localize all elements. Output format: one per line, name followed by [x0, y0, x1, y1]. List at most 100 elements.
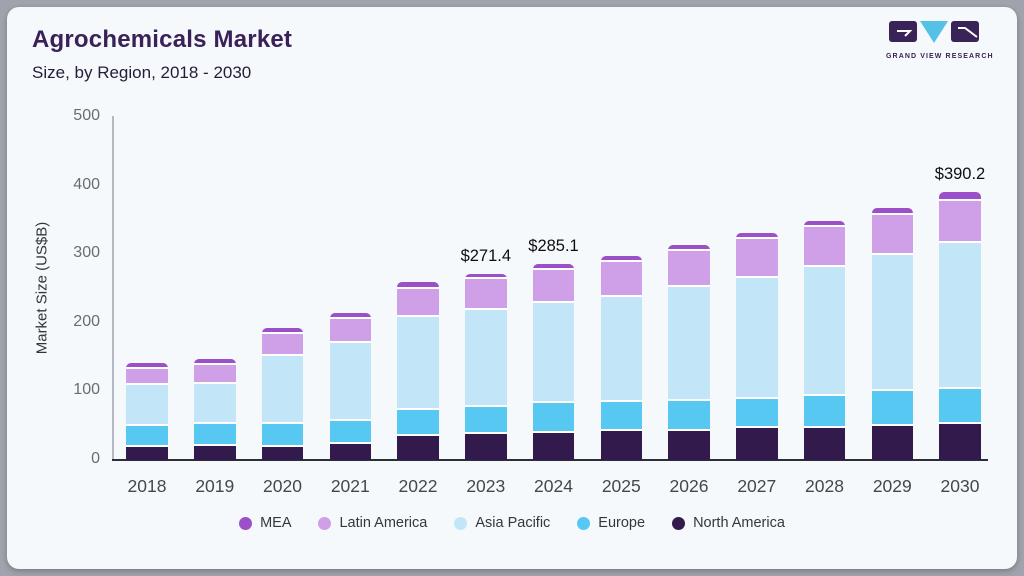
bar-2024 [532, 264, 575, 460]
bar-segment-north-america [939, 423, 981, 460]
bar-2027 [736, 232, 778, 460]
x-axis-line [112, 459, 988, 461]
bar-segment-latin-america [465, 279, 507, 310]
bar-segment-latin-america [668, 250, 710, 288]
legend-label-latin-america: Latin America [339, 515, 428, 531]
bar-segment-asia-pacific [600, 296, 642, 403]
x-tick-2027: 2027 [737, 476, 777, 496]
y-tick-500: 500 [73, 107, 100, 124]
x-tick-2024: 2024 [534, 476, 573, 496]
legend-swatch-europe [577, 516, 591, 530]
bar-segment-europe [194, 423, 236, 446]
gvr-logo: GRAND VIEW RESEARCH [886, 20, 994, 60]
x-tick-2022: 2022 [398, 476, 438, 496]
bar-segment-mea [465, 273, 507, 280]
bar-2019 [194, 359, 236, 460]
bar-2018 [126, 363, 168, 460]
y-axis-title: Market Size (US$B) [33, 221, 51, 355]
bar-2030 [939, 192, 981, 460]
bar-segment-north-america [126, 446, 168, 460]
x-tick-2023: 2023 [466, 476, 506, 496]
bar-segment-north-america [532, 433, 575, 460]
bar-segment-europe [668, 401, 710, 432]
bar-segment-asia-pacific [261, 356, 304, 424]
bar-segment-europe [939, 388, 981, 424]
bar-segment-europe [465, 407, 507, 435]
x-tick-2029: 2029 [872, 476, 912, 496]
bar-segment-europe [803, 396, 846, 428]
y-tick-400: 400 [73, 175, 100, 193]
value-label-2023: $271.4 [460, 246, 512, 265]
bar-segment-asia-pacific [465, 309, 507, 408]
bar-2029 [871, 207, 913, 460]
value-label-2024: $285.1 [528, 237, 579, 256]
legend-label-north-america: North America [693, 515, 785, 531]
bar-segment-asia-pacific [194, 383, 236, 424]
bar-segment-north-america [329, 443, 371, 460]
bar-2023 [465, 273, 507, 460]
bar-segment-latin-america [261, 334, 304, 357]
legend-swatch-asia-pacific [454, 516, 468, 530]
bar-segment-europe [126, 425, 168, 447]
x-tick-2030: 2030 [940, 476, 980, 496]
bar-2028 [803, 220, 846, 460]
bar-segment-europe [871, 391, 913, 426]
bar-segment-europe [532, 403, 575, 434]
bar-segment-mea [668, 244, 710, 251]
gvr-logo-text: GRAND VIEW RESEARCH [886, 53, 994, 60]
page-subtitle: Size, by Region, 2018 - 2030 [32, 63, 252, 82]
bar-2026 [668, 244, 710, 460]
x-tick-2021: 2021 [330, 476, 370, 496]
bar-segment-asia-pacific [803, 267, 846, 397]
bar-segment-mea [871, 207, 913, 216]
y-tick-100: 100 [73, 381, 100, 399]
bar-segment-mea [261, 328, 304, 335]
bar-segment-north-america [397, 436, 439, 460]
bar-segment-asia-pacific [668, 287, 710, 402]
bar-2025 [600, 255, 642, 460]
legend-swatch-north-america [672, 516, 686, 530]
bar-segment-mea [600, 255, 642, 262]
bar-segment-latin-america [532, 269, 575, 303]
bar-segment-europe [397, 409, 439, 436]
bar-segment-latin-america [397, 288, 439, 317]
bar-segment-latin-america [126, 368, 168, 386]
x-tick-2020: 2020 [263, 476, 302, 496]
bar-segment-latin-america [600, 261, 642, 297]
bar-segment-europe [600, 402, 642, 432]
y-tick-200: 200 [73, 312, 100, 330]
bar-segment-mea [803, 220, 846, 228]
gvr-logo-icon [888, 21, 979, 43]
bar-segment-asia-pacific [736, 277, 778, 399]
bar-segment-north-america [194, 445, 236, 460]
bar-segment-europe [329, 420, 371, 444]
chart-legend: MEA Latin America Asia Pacific Europe North … [0, 515, 1024, 531]
bar-segment-asia-pacific [939, 243, 981, 389]
bar-segment-north-america [668, 431, 710, 460]
bar-segment-asia-pacific [532, 302, 575, 404]
legend-item-north-america: North America [672, 515, 785, 531]
y-axis-line [112, 116, 114, 460]
bar-segment-mea [329, 313, 371, 320]
y-tick-0: 0 [91, 450, 100, 467]
chart-card [7, 7, 1017, 569]
bar-segment-north-america [600, 431, 642, 460]
bar-2021 [329, 313, 371, 460]
value-label-2030: $390.2 [934, 165, 986, 184]
bar-segment-mea [397, 282, 439, 289]
legend-swatch-latin-america [318, 516, 332, 530]
bar-segment-north-america [736, 428, 778, 460]
legend-item-asia-pacific: Asia Pacific [454, 515, 550, 531]
legend-item-latin-america: Latin America [318, 515, 427, 531]
bar-segment-latin-america [939, 200, 981, 244]
bar-2020 [261, 328, 304, 460]
bar-segment-latin-america [803, 227, 846, 268]
bar-segment-asia-pacific [126, 385, 168, 426]
bar-segment-latin-america [194, 364, 236, 384]
bar-segment-asia-pacific [871, 254, 913, 392]
bar-segment-latin-america [329, 319, 371, 344]
legend-swatch-mea [239, 516, 253, 530]
bar-segment-mea [939, 192, 981, 201]
bar-segment-europe [736, 398, 778, 429]
